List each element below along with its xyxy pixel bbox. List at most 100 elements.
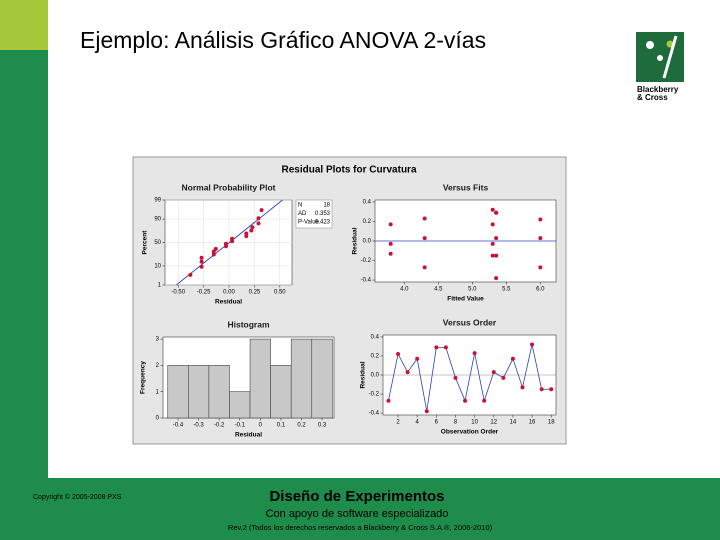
- y-tick-label: -0.4: [361, 278, 372, 284]
- point: [256, 221, 261, 226]
- point: [396, 352, 401, 357]
- y-tick-label: 0.2: [363, 219, 372, 225]
- point: [415, 356, 420, 361]
- panel: Histogram Residual Frequency -0.4 -0.3 -0.2 -0…: [140, 319, 335, 439]
- point: [388, 251, 393, 256]
- point: [199, 255, 204, 260]
- x-tick-label: 4.5: [434, 287, 443, 293]
- point: [463, 398, 468, 403]
- y-tick-label: 0.0: [371, 373, 380, 379]
- y-axis-label: Residual: [360, 361, 367, 388]
- bar: [208, 365, 230, 419]
- point: [230, 236, 235, 241]
- point: [405, 370, 410, 375]
- point: [490, 207, 495, 212]
- accent-bar: [0, 50, 48, 480]
- x-tick-label: 0.50: [274, 290, 286, 296]
- y-tick-label: 99: [154, 198, 161, 204]
- x-tick-label: -0.2: [214, 423, 225, 429]
- y-tick-label: 10: [154, 263, 161, 269]
- point: [490, 241, 495, 246]
- point: [188, 272, 193, 277]
- x-tick-label: 2: [396, 420, 400, 426]
- point: [494, 210, 499, 215]
- stats-key: AD: [298, 211, 307, 217]
- y-axis-label: Frequency: [140, 361, 147, 394]
- panel-title: Versus Order: [443, 317, 497, 327]
- y-tick-label: 3: [156, 337, 160, 343]
- x-tick-label: 5.0: [468, 287, 477, 293]
- figure-title: Residual Plots for Curvatura: [281, 165, 416, 176]
- x-axis-label: Residual: [215, 299, 242, 306]
- point: [199, 264, 204, 269]
- point: [539, 387, 544, 392]
- point: [501, 375, 506, 380]
- x-axis-label: Residual: [235, 432, 262, 439]
- fit-line: [176, 200, 283, 285]
- point: [482, 398, 487, 403]
- point: [510, 356, 515, 361]
- bar: [249, 338, 271, 419]
- y-tick-label: 90: [154, 217, 161, 223]
- x-tick-label: 0.1: [277, 423, 286, 429]
- point: [388, 241, 393, 246]
- x-tick-label: 0: [259, 423, 263, 429]
- stats-value: 0.353: [315, 211, 331, 217]
- y-tick-label: 2: [156, 363, 160, 369]
- x-tick-label: -0.25: [197, 290, 211, 296]
- logo: Blackberry & Cross: [636, 32, 684, 102]
- point: [453, 375, 458, 380]
- x-tick-label: 10: [471, 420, 478, 426]
- stats-value: 18: [323, 203, 330, 209]
- x-axis-label: Fitted Value: [447, 296, 484, 303]
- panel-title: Normal Probability Plot: [182, 182, 276, 192]
- y-axis-label: Percent: [142, 230, 149, 255]
- copyright: Copyright © 2005-2008 PXS: [33, 493, 122, 501]
- point: [490, 253, 495, 258]
- bar: [270, 365, 292, 419]
- x-tick-label: 0.2: [297, 423, 306, 429]
- point: [494, 253, 499, 258]
- x-tick-label: -0.1: [235, 423, 246, 429]
- x-tick-label: -0.4: [173, 423, 184, 429]
- logo-dot: [657, 55, 663, 61]
- point: [244, 231, 249, 236]
- logo-stroke: [662, 35, 678, 79]
- y-tick-label: 0: [156, 416, 160, 422]
- point: [199, 259, 204, 264]
- point: [538, 265, 543, 270]
- stats-box: [295, 199, 333, 229]
- x-tick-label: 0.00: [223, 290, 235, 296]
- panel-title: Histogram: [227, 319, 269, 329]
- x-tick-label: 0.3: [318, 423, 327, 429]
- stats-key: P-Value: [298, 220, 320, 226]
- y-tick-label: -0.2: [369, 392, 380, 398]
- y-tick-label: -0.4: [369, 411, 380, 417]
- bar: [167, 365, 189, 419]
- point: [538, 217, 543, 222]
- point: [386, 398, 391, 403]
- y-tick-label: 0.4: [371, 334, 380, 340]
- panel-title: Versus Fits: [443, 182, 489, 192]
- point: [211, 252, 216, 257]
- point: [490, 222, 495, 227]
- point: [443, 345, 448, 350]
- point: [249, 228, 254, 233]
- y-tick-label: 1: [158, 283, 162, 289]
- point: [472, 351, 477, 356]
- stats-key: N: [298, 203, 302, 209]
- footer-rev: Rev.2 (Todos los derechos reservados a B…: [228, 523, 493, 532]
- logo-text: & Cross: [637, 93, 668, 102]
- x-tick-label: 6.0: [536, 287, 545, 293]
- x-axis-label: Observation Order: [441, 429, 499, 436]
- x-tick-label: 18: [548, 420, 555, 426]
- point: [388, 222, 393, 227]
- y-axis-label: Residual: [352, 227, 359, 254]
- y-tick-label: 0.0: [363, 239, 372, 245]
- point: [494, 236, 499, 241]
- stats-value: 0.423: [315, 220, 331, 226]
- point: [520, 385, 525, 390]
- point: [530, 342, 535, 347]
